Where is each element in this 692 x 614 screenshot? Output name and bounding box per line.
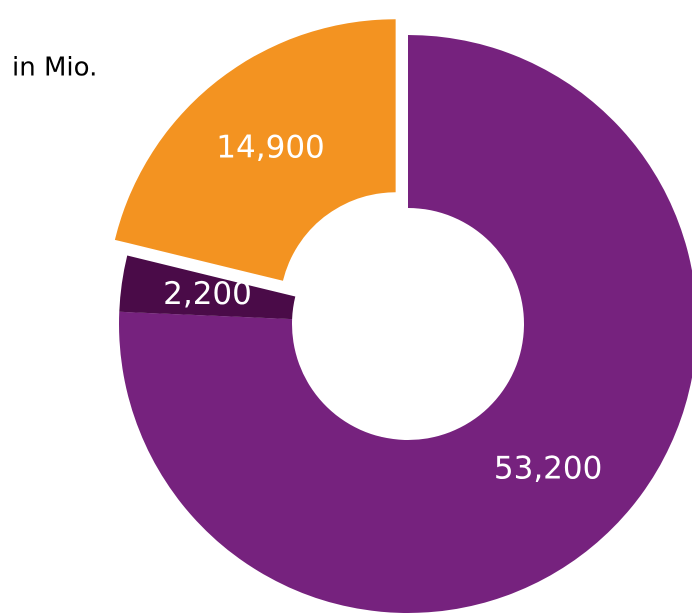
value-label: 2,200: [163, 276, 252, 312]
value-label: 53,200: [494, 451, 602, 487]
donut-slice: [114, 19, 396, 281]
value-label: 14,900: [216, 130, 324, 166]
donut-slice: [119, 35, 692, 613]
chart-subtitle: in Mio.: [12, 53, 97, 83]
donut-slice: [119, 255, 296, 320]
